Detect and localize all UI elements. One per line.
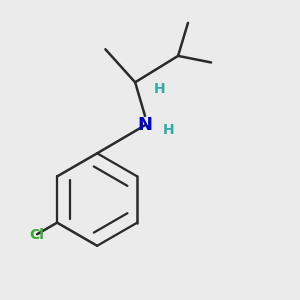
Text: H: H bbox=[154, 82, 166, 96]
Text: Cl: Cl bbox=[29, 228, 44, 242]
Text: H: H bbox=[163, 123, 175, 137]
Text: N: N bbox=[137, 116, 152, 134]
